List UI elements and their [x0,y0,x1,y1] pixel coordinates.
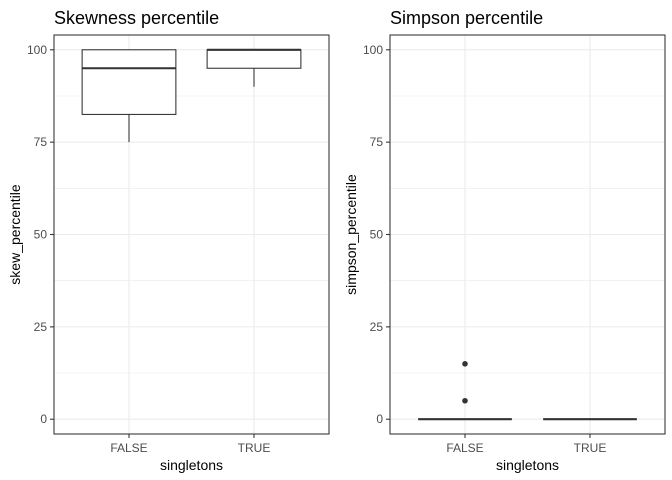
y-tick-label: 0 [40,412,47,426]
y-tick-label: 25 [34,320,48,334]
chart-title: Skewness percentile [54,8,219,28]
panel-2: 0 25 50 75 100 FALSE TRUE Simpson percentile sin… [343,8,666,473]
panel-1: 0 25 50 75 100 FALSE TRUE Skewness percentile si… [7,8,330,473]
y-tick-label: 100 [363,43,383,57]
y-tick-label: 75 [370,135,384,149]
y-tick-label: 75 [34,135,48,149]
x-tick-label: TRUE [574,441,607,455]
outlier-point [462,361,468,367]
box-false [418,361,512,421]
y-tick-label: 50 [34,228,48,242]
y-tick-label: 25 [370,320,384,334]
x-tick-label: FALSE [446,441,483,455]
box-true [206,48,302,87]
x-axis-label: singletons [160,457,223,473]
x-axis-label: singletons [496,457,559,473]
chart-title: Simpson percentile [390,8,543,28]
box-false [81,49,177,143]
x-tick-label: TRUE [238,441,271,455]
outlier-point [462,397,468,404]
y-axis-label: simpson_percentile [343,174,359,295]
box-iqr [206,49,302,69]
y-axis-label: skew_percentile [7,184,23,285]
box-iqr [81,49,177,115]
y-tick-label: 100 [27,43,47,57]
x-tick-label: FALSE [110,441,147,455]
y-tick-label: 50 [370,228,384,242]
y-tick-label: 0 [376,412,383,426]
